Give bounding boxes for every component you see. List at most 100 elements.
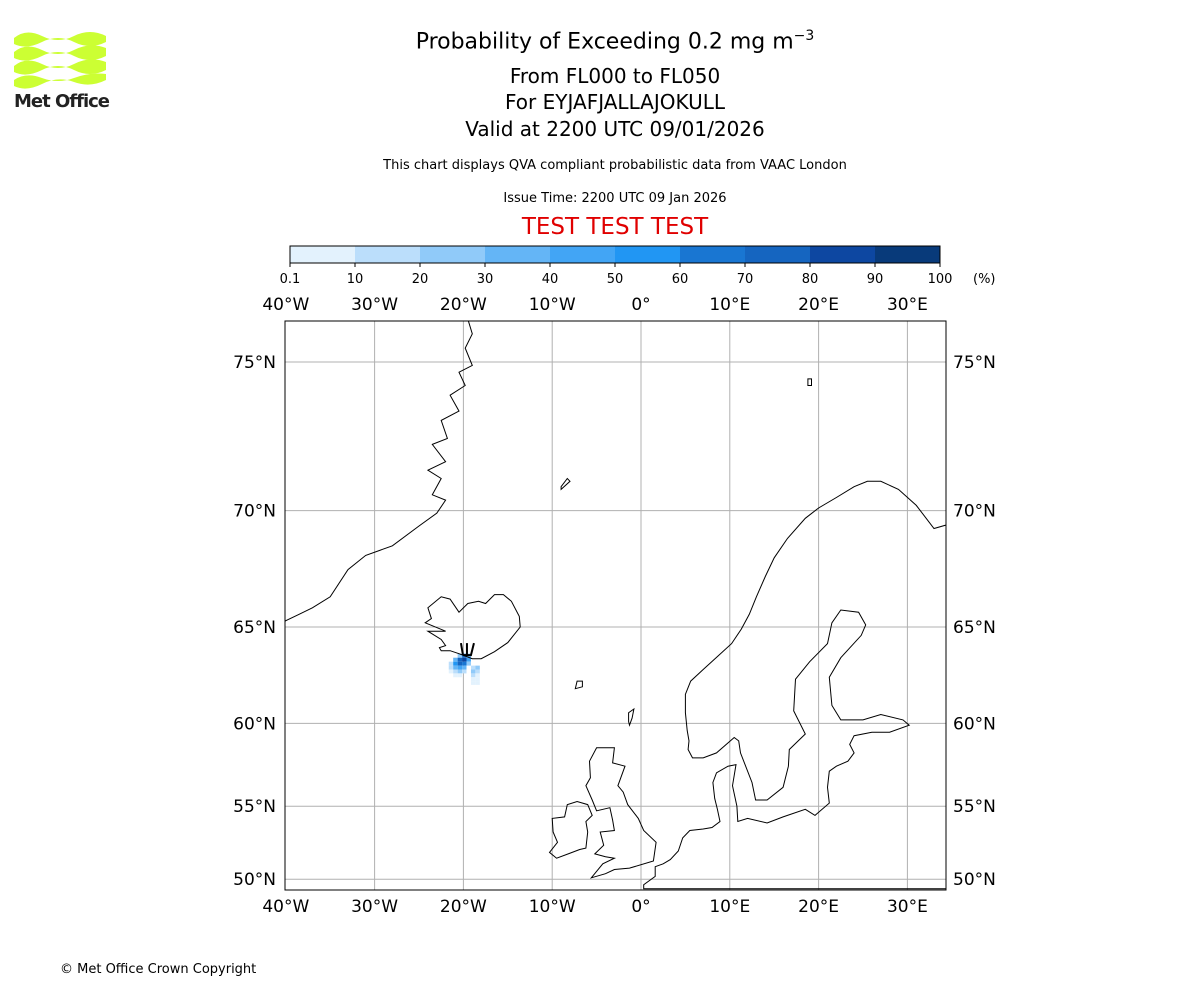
colorbar-segment: [290, 246, 355, 263]
colorbar-segment: [615, 246, 680, 263]
probability-cell: [470, 681, 476, 685]
latitude-tick-label: 75°N: [233, 353, 276, 373]
probability-cell: [453, 669, 458, 674]
title-superscript: −3: [793, 28, 815, 44]
longitude-tick-label: 30°W: [351, 295, 398, 315]
test-banner: TEST TEST TEST: [521, 214, 709, 240]
probability-cell: [462, 665, 467, 670]
latitude-tick-label: 60°N: [233, 714, 276, 734]
latitude-tick-label: 50°N: [233, 870, 276, 890]
probability-field: [448, 653, 480, 685]
probability-cell: [475, 669, 480, 674]
colorbar-segment: [485, 246, 550, 263]
latitude-tick-label: 65°N: [233, 618, 276, 638]
colorbar-tick-label: 60: [672, 272, 689, 287]
probability-cell: [462, 661, 467, 666]
probability-cell: [457, 653, 463, 658]
coastline-bear: [807, 378, 812, 386]
met-office-logo-icon: [14, 32, 106, 89]
probability-cell: [462, 657, 467, 662]
valid-time: Valid at 2200 UTC 09/01/2026: [465, 117, 765, 141]
longitude-tick-label: 40°W: [262, 897, 309, 917]
latitude-tick-label: 55°N: [233, 797, 276, 817]
longitude-tick-label: 30°E: [887, 295, 928, 315]
coastline-shetland: [628, 707, 635, 727]
colorbar-unit: (%): [973, 272, 996, 287]
coastline-ireland: [548, 800, 593, 859]
colorbar-tick-label: 10: [347, 272, 364, 287]
probability-cell: [475, 681, 480, 685]
chart-title: Probability of Exceeding 0.2 mg m−3: [0, 28, 1200, 54]
longitude-tick-label: 20°E: [798, 897, 839, 917]
probability-cell: [466, 661, 471, 666]
probability-cell: [448, 665, 454, 670]
coastlines: [285, 321, 946, 890]
longitude-tick-label: 10°W: [529, 295, 576, 315]
coastline-faroe: [574, 680, 583, 690]
probability-cell: [453, 665, 458, 670]
probability-cell: [457, 657, 463, 662]
coastline-scandinavia: [643, 480, 946, 890]
probability-cell: [462, 669, 467, 674]
longitude-tick-label: 20°W: [440, 295, 487, 315]
coastline-iceland: [424, 594, 521, 660]
colorbar-tick-label: 90: [867, 272, 884, 287]
map-frame: [284, 320, 947, 891]
latitude-tick-label: 55°N: [953, 797, 996, 817]
probability-cell: [453, 673, 458, 678]
colorbar-segment: [875, 246, 940, 263]
probability-cell: [457, 669, 463, 674]
colorbar-tick-label: 50: [607, 272, 624, 287]
probability-cell: [475, 673, 480, 678]
probability-cell: [475, 665, 480, 670]
probability-cell: [475, 677, 480, 682]
colorbar-tick-label: 20: [412, 272, 429, 287]
latitude-tick-label: 60°N: [953, 714, 996, 734]
probability-cell: [448, 661, 454, 666]
volcano-marker: [459, 642, 475, 657]
colorbar-tick-label: 30: [477, 272, 494, 287]
subtitle: This chart displays QVA compliant probab…: [383, 158, 847, 173]
volcano-name: For EYJAFJALLAJOKULL: [505, 90, 725, 114]
longitude-tick-label: 10°W: [529, 897, 576, 917]
latitude-tick-label: 75°N: [953, 353, 996, 373]
probability-cell: [457, 673, 463, 678]
probability-cell: [457, 661, 463, 666]
longitude-tick-label: 20°W: [440, 897, 487, 917]
longitude-tick-label: 0°: [631, 295, 650, 315]
probability-cell: [453, 661, 458, 666]
longitude-tick-label: 0°: [631, 897, 650, 917]
longitude-tick-label: 30°W: [351, 897, 398, 917]
coastline-janmayen: [560, 477, 571, 491]
probability-cell: [470, 677, 476, 682]
issue-time: Issue Time: 2200 UTC 09 Jan 2026: [503, 191, 727, 206]
level-range: From FL000 to FL050: [509, 64, 721, 88]
probability-cell: [448, 669, 454, 674]
longitude-tick-label: 30°E: [887, 897, 928, 917]
probability-cell: [470, 673, 476, 678]
latitude-tick-label: 65°N: [953, 618, 996, 638]
volcano-icon: [459, 642, 475, 657]
latitude-tick-label: 70°N: [953, 502, 996, 522]
colorbar-segment: [810, 246, 875, 263]
copyright: © Met Office Crown Copyright: [60, 962, 257, 977]
latitude-tick-label: 50°N: [953, 870, 996, 890]
colorbar: 0.1 10 20 30 40 50 60 70 80 90 100 (%): [280, 245, 996, 287]
colorbar-segment: [550, 246, 615, 263]
colorbar-segment: [355, 246, 420, 263]
colorbar-tick-label: 0.1: [280, 272, 301, 287]
probability-cell: [453, 657, 458, 662]
colorbar-tick-label: 80: [802, 272, 819, 287]
title-text: Probability of Exceeding 0.2 mg m: [415, 29, 794, 55]
colorbar-segment: [680, 246, 745, 263]
longitude-tick-label: 20°E: [798, 295, 839, 315]
coastline-greenland: [285, 321, 473, 622]
probability-cell: [470, 669, 476, 674]
colorbar-segment: [745, 246, 810, 263]
colorbar-segment: [420, 246, 485, 263]
longitude-tick-label: 10°E: [709, 295, 750, 315]
gridlines: [285, 321, 946, 890]
colorbar-tick-label: 100: [928, 272, 953, 287]
